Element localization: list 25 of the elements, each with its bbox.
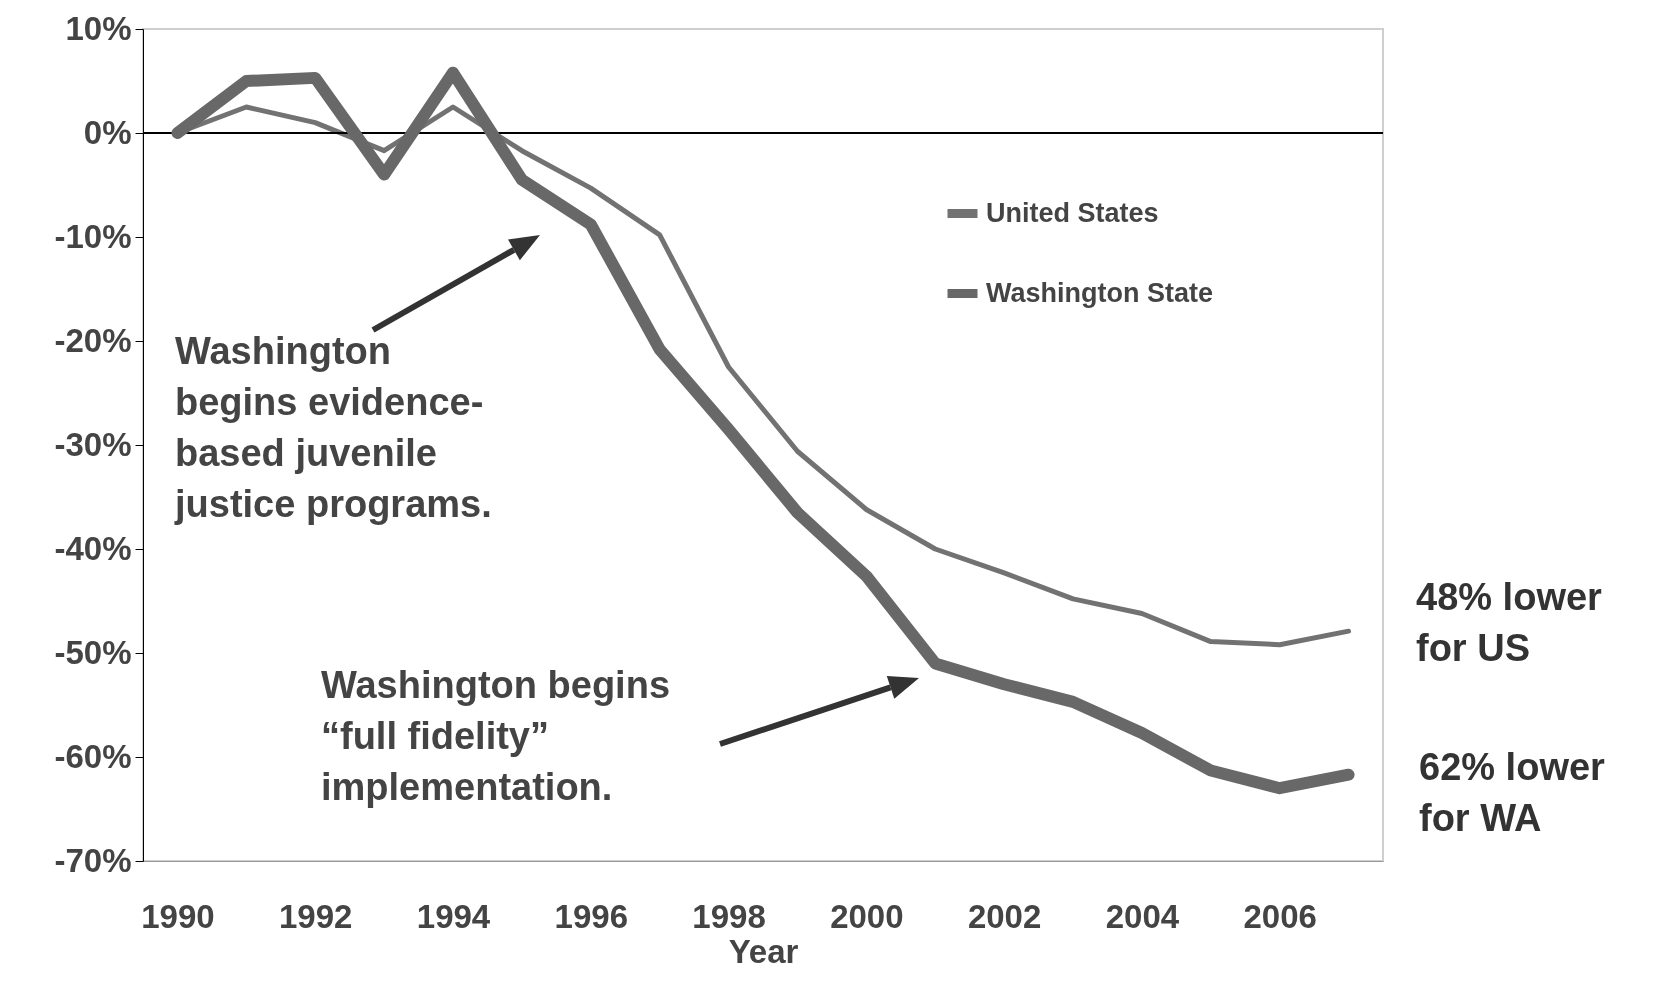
x-axis-title: Year — [728, 932, 799, 970]
y-tick-label: -60% — [54, 737, 132, 775]
y-tick-label: -30% — [54, 425, 132, 463]
y-tick-label: -10% — [54, 217, 132, 255]
y-tick-label: -40% — [54, 529, 132, 567]
y-tick-label: -50% — [54, 633, 132, 671]
x-tick-label: 2000 — [830, 897, 904, 935]
y-tick-label: -20% — [54, 321, 132, 359]
annotation: Washington begins “full fidelity” implementation. — [321, 663, 671, 810]
x-tick-label: 1994 — [416, 897, 491, 935]
y-tick-label: 10% — [65, 9, 132, 47]
legend-label: United States — [986, 197, 1159, 228]
y-tick-label: -70% — [54, 841, 132, 879]
y-tick-label: 0% — [83, 113, 132, 151]
x-tick-label: 2006 — [1243, 897, 1317, 935]
text: 48% lower for US — [1416, 575, 1602, 671]
x-tick-label: 1992 — [279, 897, 353, 935]
annotation: Washington begins evidence- based juvenile justice programs. — [175, 329, 492, 527]
x-tick-label: 1990 — [141, 897, 215, 935]
x-tick-label: 2002 — [967, 897, 1042, 935]
legend-label: Washington State — [986, 277, 1213, 308]
x-tick-label: 1996 — [554, 897, 628, 935]
text: 62% lower for WA — [1419, 745, 1605, 841]
x-tick-label: 1998 — [692, 897, 766, 935]
x-tick-label: 2004 — [1105, 897, 1180, 935]
